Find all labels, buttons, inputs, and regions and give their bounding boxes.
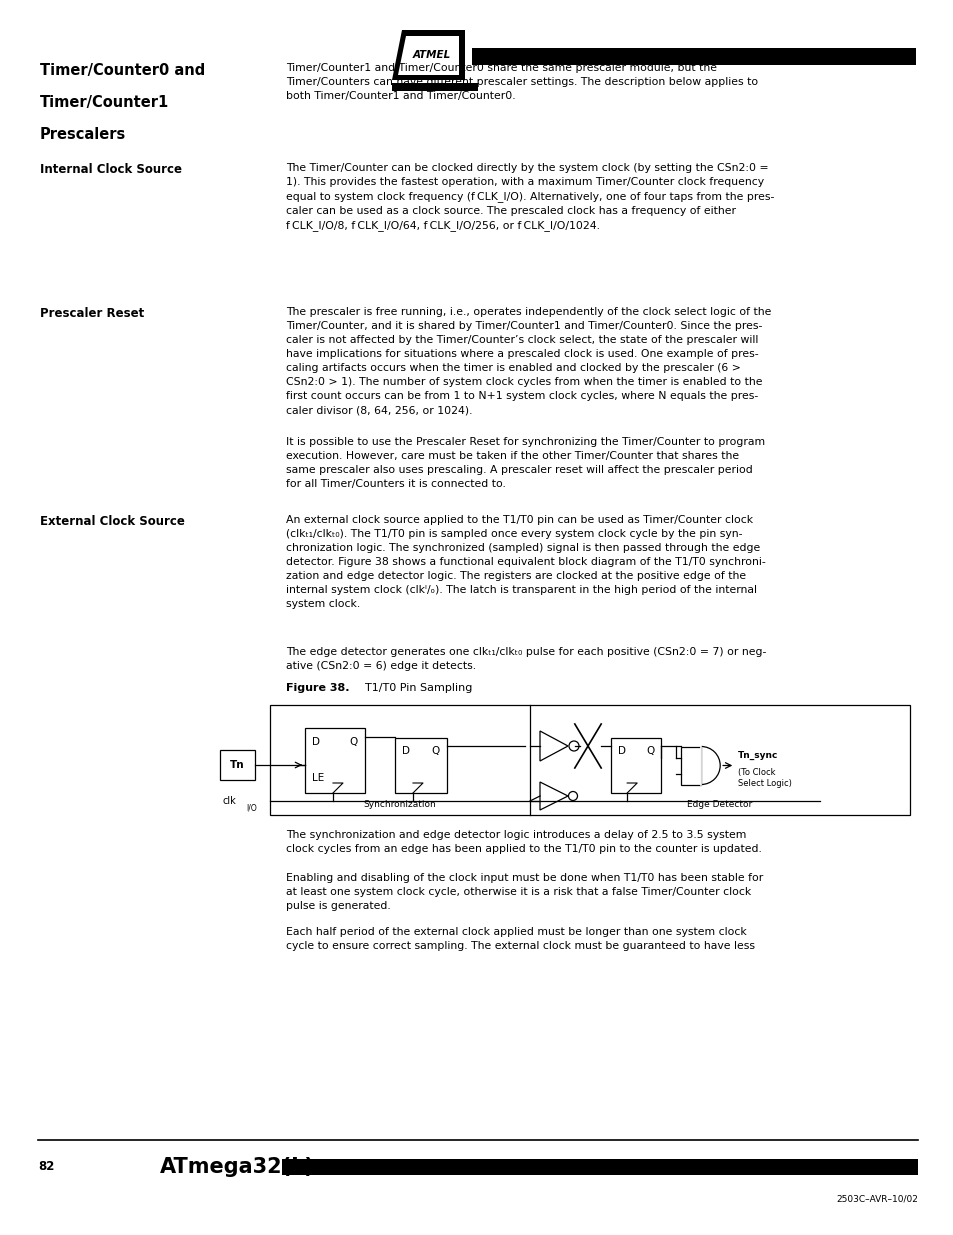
Bar xyxy=(395,739,447,793)
Text: Tn_sync: Tn_sync xyxy=(738,751,778,761)
Text: I/O: I/O xyxy=(246,804,256,813)
Text: D: D xyxy=(618,746,625,756)
Text: Synchronization: Synchronization xyxy=(363,800,436,809)
Text: LE: LE xyxy=(312,773,324,783)
Text: The Timer/Counter can be clocked directly by the system clock (by setting the CS: The Timer/Counter can be clocked directl… xyxy=(286,163,774,231)
Text: Q: Q xyxy=(432,746,439,756)
Text: Prescalers: Prescalers xyxy=(40,127,126,142)
Bar xyxy=(472,48,915,64)
Bar xyxy=(305,727,365,793)
Text: D: D xyxy=(312,737,319,747)
Bar xyxy=(282,1158,917,1174)
Text: Enabling and disabling of the clock input must be done when T1/T0 has been stabl: Enabling and disabling of the clock inpu… xyxy=(286,873,762,911)
Polygon shape xyxy=(392,30,464,80)
Text: Select Logic): Select Logic) xyxy=(738,779,791,788)
Text: ATMEL: ATMEL xyxy=(413,51,451,61)
Text: Internal Clock Source: Internal Clock Source xyxy=(40,163,182,177)
Text: 82: 82 xyxy=(38,1161,54,1173)
Text: Timer/Counter1 and Timer/Counter0 share the same prescaler module, but the
Timer: Timer/Counter1 and Timer/Counter0 share … xyxy=(286,63,758,101)
Bar xyxy=(220,750,254,781)
Text: The synchronization and edge detector logic introduces a delay of 2.5 to 3.5 sys: The synchronization and edge detector lo… xyxy=(286,830,761,853)
Bar xyxy=(270,705,909,815)
Bar xyxy=(392,83,477,91)
Text: Timer/Counter1: Timer/Counter1 xyxy=(40,95,169,110)
Text: Each half period of the external clock applied must be longer than one system cl: Each half period of the external clock a… xyxy=(286,927,754,951)
Text: Q: Q xyxy=(645,746,654,756)
Text: Figure 38.: Figure 38. xyxy=(286,683,349,693)
Text: Edge Detector: Edge Detector xyxy=(687,800,752,809)
Text: (To Clock: (To Clock xyxy=(738,767,775,777)
Text: Tn: Tn xyxy=(230,760,245,769)
Text: T1/T0 Pin Sampling: T1/T0 Pin Sampling xyxy=(357,683,472,693)
Text: Q: Q xyxy=(350,737,357,747)
Text: clk: clk xyxy=(222,797,235,806)
Text: Prescaler Reset: Prescaler Reset xyxy=(40,308,144,320)
Text: The prescaler is free running, i.e., operates independently of the clock select : The prescaler is free running, i.e., ope… xyxy=(286,308,771,415)
Polygon shape xyxy=(397,36,458,75)
Bar xyxy=(611,739,660,793)
Text: External Clock Source: External Clock Source xyxy=(40,515,185,529)
Text: Timer/Counter0 and: Timer/Counter0 and xyxy=(40,63,205,78)
Text: D: D xyxy=(401,746,410,756)
Text: ATmega32(L): ATmega32(L) xyxy=(160,1157,314,1177)
Bar xyxy=(680,746,700,784)
Text: The edge detector generates one clkₜ₁/clkₜ₀ pulse for each positive (CSn2:0 = 7): The edge detector generates one clkₜ₁/cl… xyxy=(286,647,765,671)
Text: It is possible to use the Prescaler Reset for synchronizing the Timer/Counter to: It is possible to use the Prescaler Rese… xyxy=(286,437,764,489)
Text: An external clock source applied to the T1/T0 pin can be used as Timer/Counter c: An external clock source applied to the … xyxy=(286,515,765,609)
Text: 2503C–AVR–10/02: 2503C–AVR–10/02 xyxy=(835,1195,917,1204)
